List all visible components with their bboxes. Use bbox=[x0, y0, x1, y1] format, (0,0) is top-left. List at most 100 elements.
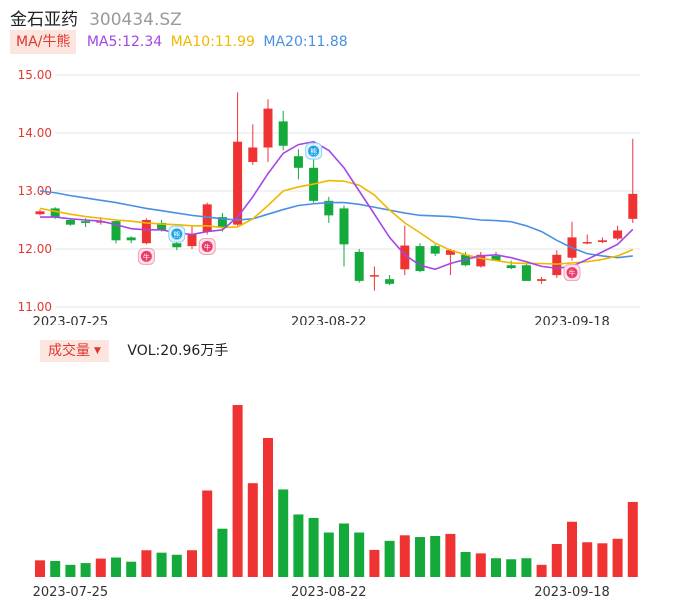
volume-bar bbox=[141, 550, 152, 577]
volume-bar bbox=[156, 552, 167, 577]
candle-body bbox=[354, 251, 364, 281]
volume-bar bbox=[582, 542, 593, 577]
y-tick-label: 11.00 bbox=[18, 300, 52, 314]
volume-bar bbox=[187, 550, 197, 577]
volume-bar bbox=[369, 549, 380, 577]
volume-bar bbox=[65, 564, 76, 577]
y-tick-label: 13.00 bbox=[18, 184, 52, 198]
volume-bar bbox=[111, 557, 121, 577]
x-tick-label: 2023-07-25 bbox=[33, 585, 109, 600]
candle-body bbox=[597, 240, 607, 243]
volume-bar bbox=[35, 560, 45, 577]
volume-bar bbox=[278, 489, 289, 577]
candle-body bbox=[476, 254, 486, 267]
volume-bar bbox=[354, 532, 365, 577]
candle-body bbox=[415, 246, 425, 272]
volume-toggle-button[interactable]: 成交量 ▼ bbox=[40, 340, 109, 362]
candle-body bbox=[552, 254, 562, 276]
ma10-value: MA10:11.99 bbox=[170, 34, 255, 50]
volume-bar bbox=[80, 563, 91, 577]
candle-body bbox=[506, 265, 516, 269]
volume-bar bbox=[384, 540, 395, 577]
bull-badge-dot bbox=[140, 250, 152, 262]
y-tick-label: 15.00 bbox=[18, 68, 52, 82]
y-tick-label: 12.00 bbox=[18, 242, 52, 256]
candle-body bbox=[491, 255, 501, 261]
x-tick-label: 2023-08-22 bbox=[291, 315, 367, 325]
candle-body bbox=[369, 275, 379, 277]
bull-signal-icon: 牛 bbox=[198, 238, 216, 255]
bear-badge-label: 熊 bbox=[310, 147, 317, 156]
x-tick-label: 2023-09-18 bbox=[534, 315, 610, 325]
volume-bar bbox=[415, 537, 425, 577]
bear-signal-icon: 熊 bbox=[305, 142, 323, 160]
ma5-value: MA5:12.34 bbox=[86, 34, 163, 50]
candle-body bbox=[233, 141, 243, 225]
candle-body bbox=[628, 193, 638, 219]
volume-bar bbox=[475, 553, 486, 577]
ma-legend: MA/牛熊 MA5:12.34 MA10:11.99 MA20:11.88 bbox=[10, 30, 352, 54]
volume-bar bbox=[95, 558, 106, 577]
volume-bar bbox=[293, 514, 304, 577]
candle-body bbox=[217, 217, 227, 227]
volume-bar bbox=[445, 533, 456, 577]
x-tick-label: 2023-09-18 bbox=[534, 585, 610, 600]
volume-bar bbox=[491, 558, 501, 577]
bull-badge-label: 牛 bbox=[143, 252, 150, 261]
volume-bar bbox=[597, 543, 608, 577]
volume-bar bbox=[536, 564, 547, 577]
volume-bar bbox=[232, 405, 243, 577]
volume-bar bbox=[171, 554, 182, 577]
volume-bar bbox=[551, 543, 562, 577]
volume-value: VOL:20.96万手 bbox=[127, 343, 229, 359]
ma-toggle-button[interactable]: MA/牛熊 bbox=[10, 30, 77, 54]
candle-body bbox=[65, 220, 75, 225]
candle-body bbox=[157, 222, 167, 230]
candle-body bbox=[339, 208, 349, 245]
caret-down-icon: ▼ bbox=[94, 346, 101, 356]
volume-chart[interactable]: 2023-07-25 2023-08-22 2023-09-18 bbox=[0, 365, 686, 606]
stock-code: 300434.SZ bbox=[89, 10, 182, 30]
candle-body bbox=[400, 245, 410, 270]
candle-body bbox=[278, 121, 288, 146]
candle-body bbox=[248, 147, 258, 162]
candle-body bbox=[111, 221, 121, 241]
volume-bar bbox=[202, 490, 213, 577]
candle-body bbox=[324, 200, 334, 216]
candle-body bbox=[521, 265, 531, 281]
candle-body bbox=[537, 279, 547, 281]
volume-bar bbox=[323, 532, 334, 577]
candle-body bbox=[50, 208, 60, 218]
volume-bar bbox=[50, 561, 61, 577]
bull-signal-icon: 牛 bbox=[563, 264, 581, 282]
bull-badge-dot bbox=[201, 241, 213, 252]
candle-body bbox=[263, 108, 273, 148]
volume-bar bbox=[339, 523, 349, 577]
volume-bar bbox=[627, 501, 638, 577]
bull-badge-label: 牛 bbox=[569, 269, 576, 278]
candle-body bbox=[35, 211, 45, 215]
bear-badge-dot bbox=[171, 228, 183, 240]
x-tick-label: 2023-07-25 bbox=[33, 315, 109, 325]
candle-body bbox=[81, 221, 91, 223]
candle-body bbox=[172, 243, 182, 248]
candle-body bbox=[141, 220, 151, 244]
candle-body bbox=[430, 246, 440, 254]
stock-header: 金石亚药 300434.SZ bbox=[10, 5, 182, 30]
volume-bar bbox=[308, 517, 319, 577]
volume-bar bbox=[506, 559, 517, 577]
volume-bar bbox=[567, 521, 577, 577]
candle-body bbox=[202, 204, 212, 232]
volume-legend: 成交量 ▼ VOL:20.96万手 bbox=[40, 340, 228, 362]
candle-body bbox=[582, 242, 592, 244]
volume-bar bbox=[399, 535, 410, 577]
candle-body bbox=[293, 156, 303, 168]
candle-body bbox=[445, 250, 455, 255]
bull-badge-dot bbox=[566, 267, 578, 279]
ma5-line bbox=[40, 140, 634, 271]
volume-bar bbox=[521, 558, 532, 577]
y-tick-label: 14.00 bbox=[18, 126, 52, 140]
volume-toggle-label: 成交量 bbox=[48, 343, 90, 359]
volume-bar bbox=[430, 535, 441, 577]
